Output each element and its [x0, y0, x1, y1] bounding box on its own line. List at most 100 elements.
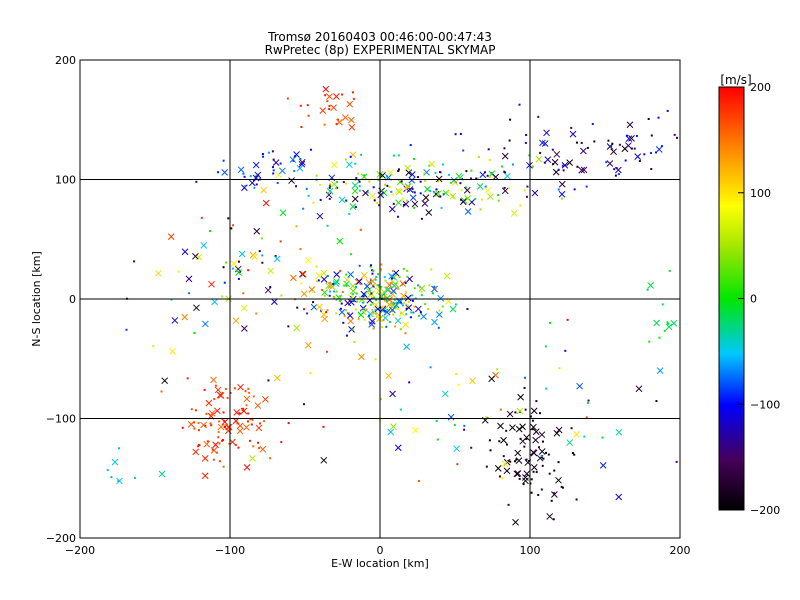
data-point-dot [369, 265, 372, 268]
colorbar-band [719, 437, 744, 439]
colorbar-band [719, 352, 744, 354]
data-point-dot [362, 308, 365, 311]
data-point-dot [400, 180, 403, 183]
data-point-dot [399, 301, 402, 304]
colorbar-band [719, 381, 744, 383]
data-point-dot [519, 204, 522, 207]
data-point-dot [525, 458, 528, 461]
data-point-dot [562, 169, 565, 172]
data-point-x [379, 305, 387, 313]
points-layer [106, 85, 678, 526]
data-point-x [192, 448, 200, 456]
data-point-x [395, 199, 402, 207]
colorbar-band [719, 195, 744, 197]
data-point-dot [497, 199, 500, 202]
colorbar-band [719, 226, 744, 228]
data-point-x [315, 272, 323, 280]
data-point-dot [474, 198, 477, 201]
colorbar-band [719, 178, 744, 180]
colorbar-band [719, 388, 744, 390]
data-point-dot [320, 308, 323, 311]
data-point-dot [337, 118, 340, 121]
data-point-x [369, 192, 376, 200]
data-point-x [262, 395, 269, 403]
data-point-dot [241, 409, 244, 412]
data-point-x [414, 305, 422, 313]
colorbar-band [719, 380, 744, 382]
data-point-dot [336, 186, 339, 189]
data-point-x [566, 159, 574, 167]
data-point-x [355, 278, 363, 285]
data-point-dot [575, 498, 578, 501]
data-point-x [365, 287, 372, 294]
data-point-x [366, 296, 374, 304]
data-point-dot [463, 428, 466, 431]
colorbar-band [719, 274, 744, 276]
data-point-dot [497, 194, 500, 197]
colorbar-band [719, 322, 744, 324]
data-point-dot [488, 159, 491, 162]
data-point-dot [525, 437, 528, 440]
data-point-dot [455, 373, 458, 376]
data-point-x [181, 248, 189, 256]
data-point-x [279, 167, 286, 175]
colorbar-band [719, 344, 744, 346]
data-point-x [368, 317, 376, 325]
colorbar-band [719, 463, 744, 465]
data-point-dot [391, 193, 394, 196]
colorbar-band [719, 399, 744, 401]
data-point-dot [251, 418, 254, 421]
data-point-dot [355, 177, 358, 180]
colorbar-band [719, 174, 744, 176]
data-point-dot [430, 268, 433, 271]
colorbar-band [719, 262, 744, 264]
data-point-dot [329, 281, 332, 284]
data-point-dot [661, 303, 664, 306]
colorbar-band [719, 92, 744, 94]
colorbar-band [719, 236, 744, 238]
colorbar-band [719, 142, 744, 144]
data-point-x [243, 395, 251, 403]
colorbar-band [719, 350, 744, 352]
colorbar-band [719, 460, 744, 462]
colorbar-band [719, 135, 744, 137]
colorbar-band [719, 189, 744, 191]
data-point-dot [550, 499, 553, 502]
data-point-dot [545, 387, 548, 390]
colorbar-band [719, 230, 744, 232]
data-point-x [387, 428, 395, 436]
data-point-dot [573, 453, 576, 456]
data-point-dot [429, 189, 432, 192]
colorbar-band [719, 488, 744, 490]
colorbar-band [719, 109, 744, 111]
data-point-x [514, 470, 522, 477]
data-point-dot [601, 436, 604, 439]
data-point-x [665, 323, 673, 331]
data-point-dot [309, 372, 312, 375]
data-point-dot [372, 186, 375, 189]
data-point-x [214, 386, 222, 394]
data-point-x [240, 304, 248, 312]
colorbar-band [719, 203, 744, 205]
data-point-dot [350, 253, 353, 256]
colorbar-band [719, 244, 744, 246]
data-point-dot [339, 269, 342, 272]
colorbar-band [719, 314, 744, 316]
data-point-dot [505, 429, 508, 432]
data-point-dot [292, 159, 295, 162]
y-tick-labels: −200 −100 0 100 200 [46, 54, 86, 545]
data-point-x [530, 464, 538, 471]
colorbar-band [719, 140, 744, 142]
colorbar-band [719, 467, 744, 469]
colorbar-band [719, 128, 744, 130]
data-point-dot [405, 199, 408, 202]
data-point-dot [657, 116, 660, 119]
data-point-dot [231, 267, 234, 270]
data-point-dot [326, 274, 329, 277]
colorbar-band [719, 103, 744, 105]
data-point-x [360, 290, 368, 298]
data-point-dot [386, 184, 389, 187]
data-point-dot [410, 311, 413, 314]
data-point-x [515, 457, 523, 464]
colorbar-band [719, 145, 744, 147]
